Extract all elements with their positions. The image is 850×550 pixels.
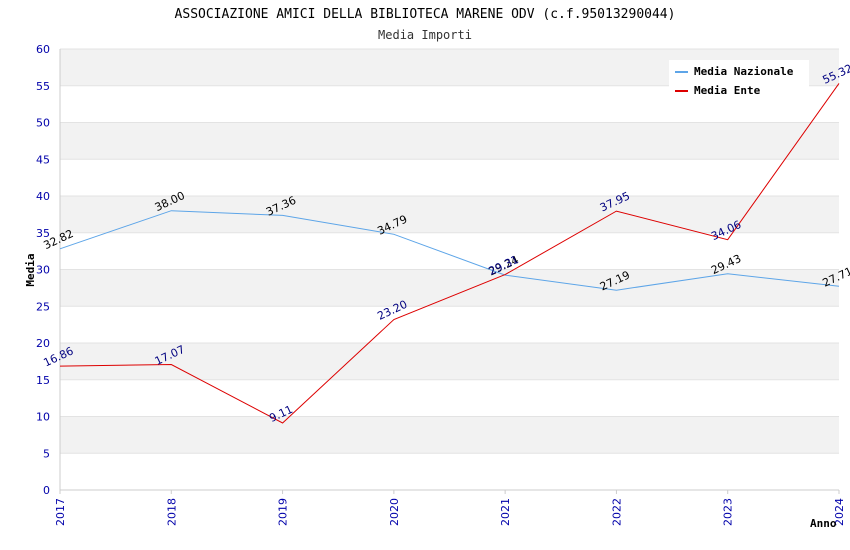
grid-band [60,269,839,307]
y-tick-label: 45 [36,153,50,166]
legend-box [669,60,809,102]
y-tick-label: 25 [36,300,50,313]
grid-band [60,416,839,454]
y-tick-label: 10 [36,411,50,424]
y-tick-label: 5 [43,447,50,460]
x-tick-label: 2022 [610,498,623,526]
x-tick-label: 2017 [54,498,67,526]
series-line-media-nazionale [59,210,840,291]
legend-label-media-nazionale: Media Nazionale [694,65,794,78]
axes [59,49,839,491]
y-tick-label: 55 [36,80,50,93]
y-tick-labels: 0 5 10 15 20 25 30 35 40 45 50 55 60 [36,43,50,497]
legend-label-media-ente: Media Ente [694,84,761,97]
x-tick-label: 2023 [722,498,735,526]
chart-subtitle: Media Importi [378,28,472,42]
x-tick-labels: 2017 2018 2019 2020 2021 2022 2023 2024 [54,490,846,526]
y-axis-label: Media [24,253,37,286]
series-line-media-ente [59,83,840,424]
y-tick-label: 30 [36,264,50,277]
plot-background [60,49,839,454]
grid-band [60,196,839,233]
y-tick-label: 15 [36,374,50,387]
y-tick-label: 20 [36,337,50,350]
x-tick-label: 2019 [277,498,290,526]
legend: Media Nazionale Media Ente [669,60,809,102]
x-tick-label: 2021 [499,498,512,526]
chart-title: ASSOCIAZIONE AMICI DELLA BIBLIOTECA MARE… [175,7,676,22]
x-tick-label: 2020 [388,498,401,526]
x-axis-label: Anno [810,517,837,530]
y-tick-label: 60 [36,43,50,56]
series-lines [59,83,840,424]
y-tick-label: 40 [36,190,50,203]
x-tick-label: 2018 [165,498,178,526]
y-tick-label: 0 [43,484,50,497]
y-tick-label: 50 [36,117,50,130]
grid-band [60,343,839,380]
grid-band [60,122,839,160]
y-tick-label: 35 [36,227,50,240]
x-tick-label: 2024 [833,498,846,526]
